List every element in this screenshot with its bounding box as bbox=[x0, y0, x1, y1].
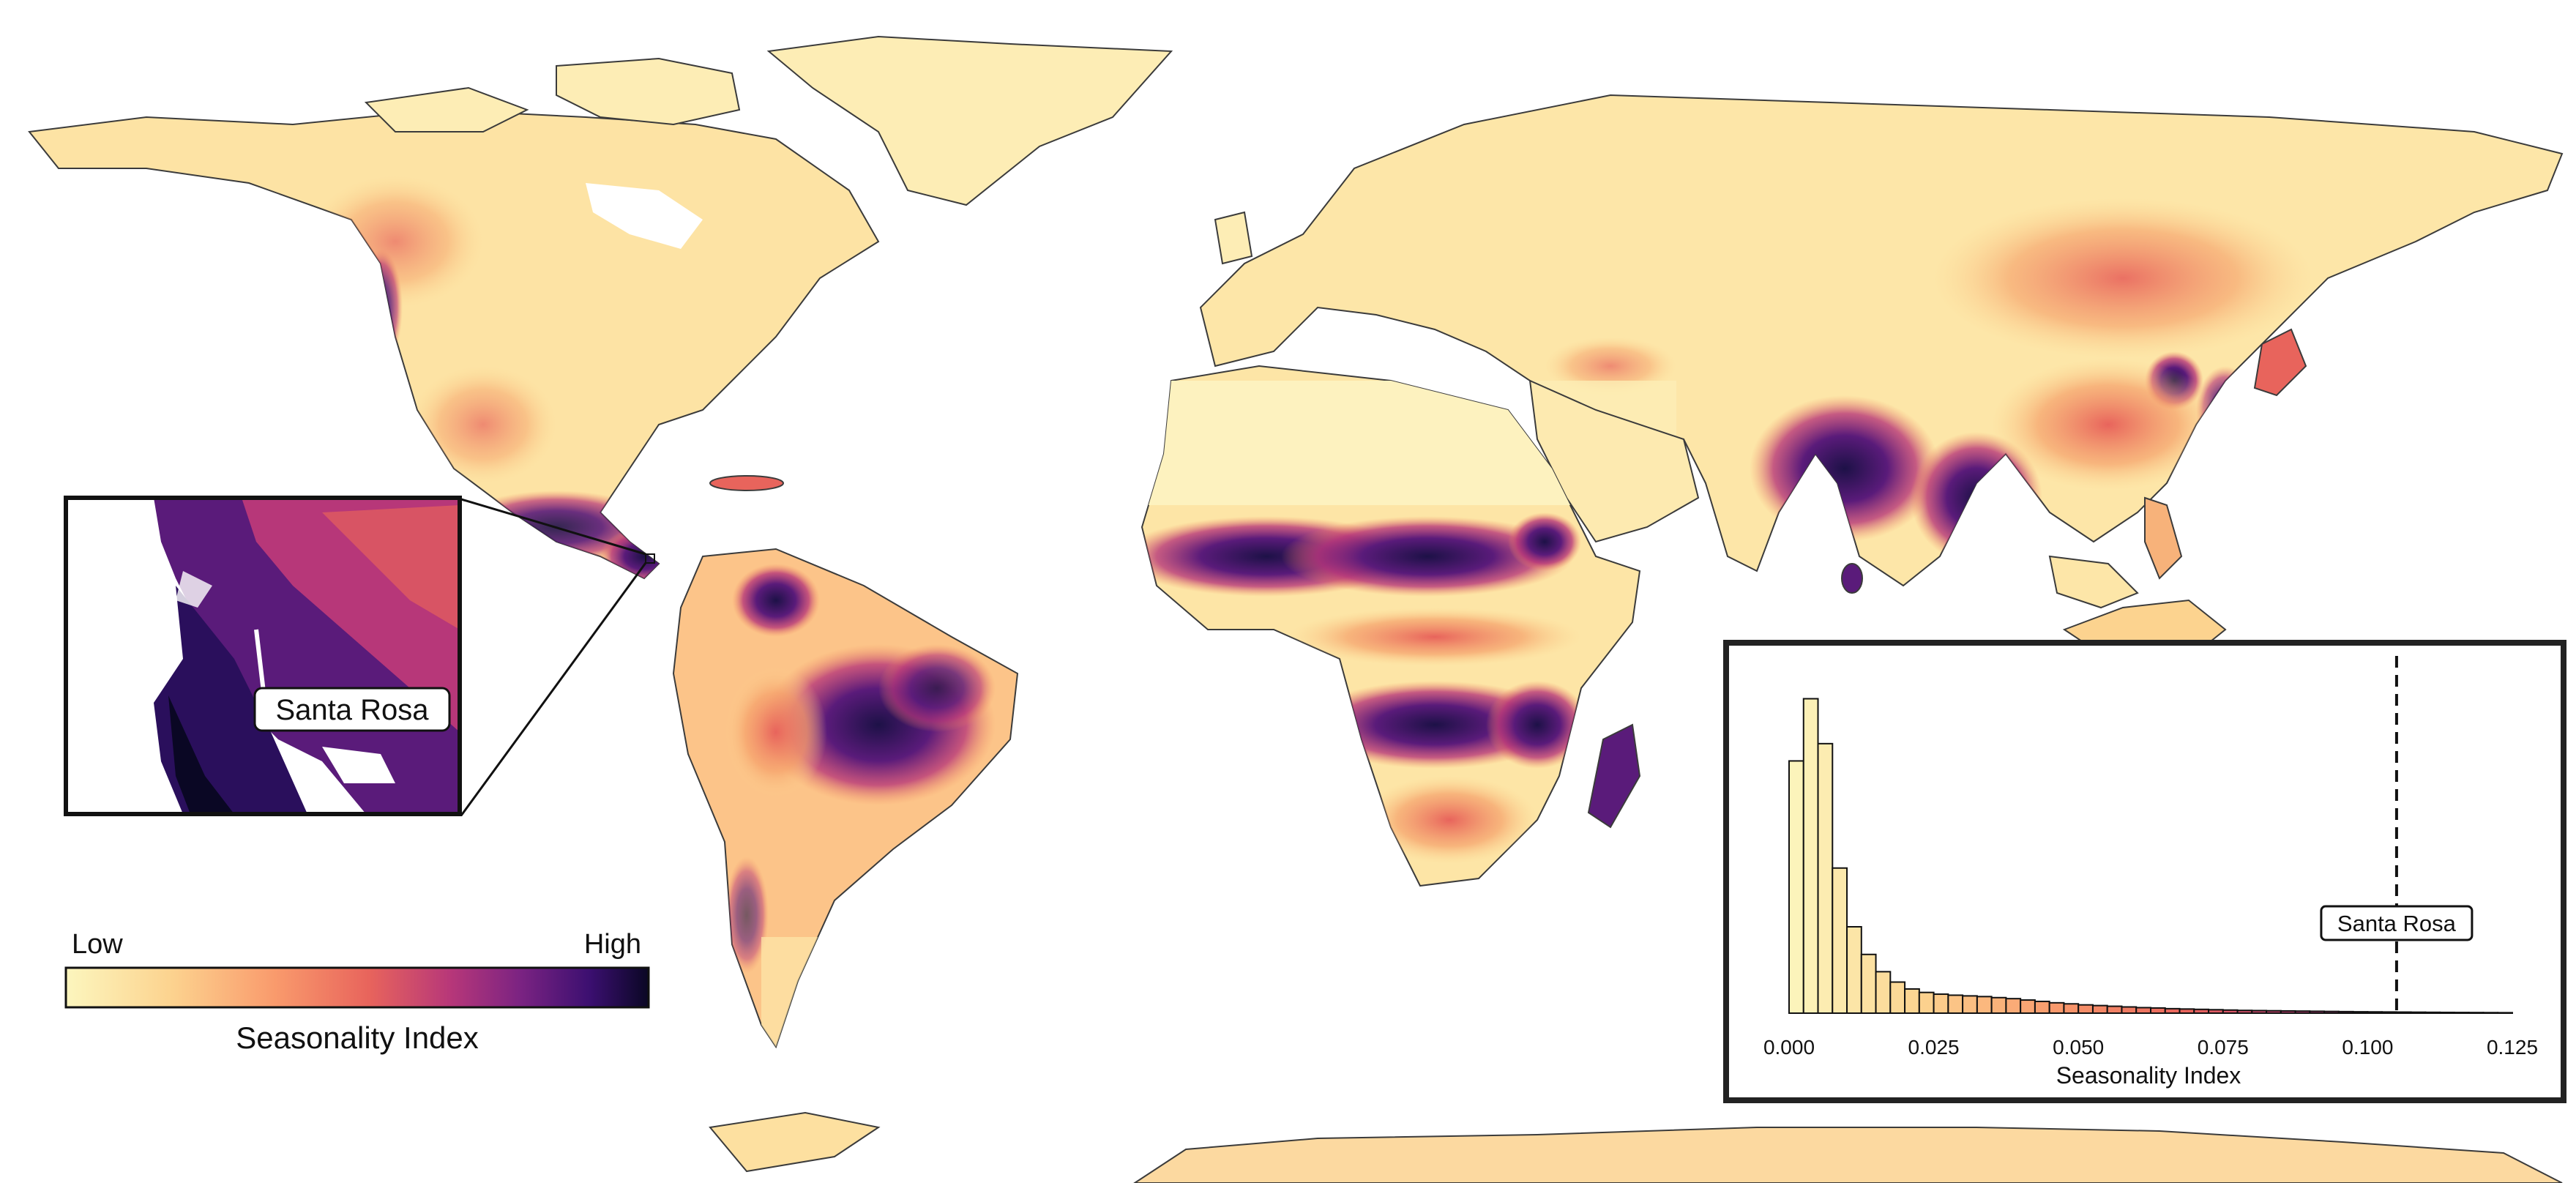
antarctic-peninsula bbox=[709, 1111, 881, 1173]
histogram-bar bbox=[2266, 1010, 2282, 1015]
histogram-bar bbox=[2439, 1011, 2455, 1014]
x-tick-label: 0.050 bbox=[2053, 1036, 2104, 1059]
x-tick-label: 0.075 bbox=[2198, 1036, 2249, 1059]
histogram-bar bbox=[2077, 1004, 2094, 1014]
histogram-bar bbox=[2309, 1010, 2326, 1015]
histogram-bar bbox=[2236, 1010, 2253, 1014]
histogram-bar bbox=[2468, 1012, 2484, 1014]
histogram-bar bbox=[1990, 996, 2007, 1015]
histogram-bar bbox=[1832, 867, 1848, 1015]
histogram-bar bbox=[2381, 1011, 2397, 1014]
greenland-landmass bbox=[364, 35, 1173, 206]
histogram-bar bbox=[2135, 1007, 2151, 1014]
histogram-bar bbox=[1875, 971, 1892, 1014]
histogram-bar bbox=[1846, 926, 1862, 1014]
histogram-bar bbox=[2497, 1012, 2513, 1015]
x-tick-label: 0.025 bbox=[1908, 1036, 1960, 1059]
reference-label: Santa Rosa bbox=[2337, 911, 2457, 936]
histogram-bar bbox=[2337, 1010, 2354, 1014]
caribbean-islands bbox=[709, 475, 784, 491]
x-tick-label: 0.125 bbox=[2487, 1036, 2538, 1059]
histogram-bar bbox=[1918, 991, 1935, 1015]
histogram-frame bbox=[1723, 640, 2566, 1103]
inset-locator-box bbox=[645, 553, 655, 564]
histogram-bar bbox=[2453, 1012, 2470, 1015]
histogram-bar bbox=[2208, 1009, 2224, 1015]
japan-landmass bbox=[2253, 328, 2307, 397]
histogram-bar bbox=[2482, 1012, 2499, 1014]
x-tick-label: 0.100 bbox=[2342, 1036, 2393, 1059]
histogram-bar bbox=[1788, 760, 1804, 1014]
legend-color-bar bbox=[64, 966, 650, 1009]
histogram-bar bbox=[2164, 1007, 2181, 1015]
histogram-bar bbox=[2352, 1011, 2369, 1015]
histogram-bar bbox=[2323, 1010, 2340, 1015]
arabia-landmass bbox=[1528, 379, 1700, 543]
inset-zoom-line-bottom bbox=[460, 562, 647, 816]
histogram-bar bbox=[1933, 993, 1949, 1015]
histogram-bar bbox=[1904, 988, 1920, 1014]
histogram-bar bbox=[2280, 1010, 2296, 1015]
zoom-inset: Santa Rosa bbox=[64, 496, 462, 816]
histogram-bar bbox=[1889, 981, 1906, 1015]
histogram-bar bbox=[1976, 996, 1993, 1014]
histogram-bar bbox=[2294, 1010, 2311, 1014]
histogram-bar bbox=[1802, 698, 1819, 1014]
inset-frame bbox=[64, 496, 462, 816]
histogram-bar bbox=[1817, 742, 1834, 1015]
indonesia-landmass bbox=[2048, 555, 2139, 609]
x-axis-label: Seasonality Index bbox=[2056, 1062, 2241, 1089]
legend-high-label: High bbox=[584, 929, 641, 960]
color-legend: Low High Seasonality Index bbox=[64, 929, 650, 1055]
histogram-bar bbox=[2005, 998, 2022, 1015]
inset-zoom-line-top bbox=[460, 498, 646, 556]
histogram-bars bbox=[1788, 698, 2513, 1015]
inset-label: Santa Rosa bbox=[275, 694, 429, 726]
histogram-inset: Santa Rosa 0.000 0.025 0.050 0.075 0.100 0.12… bbox=[1723, 640, 2566, 1103]
histogram-bar bbox=[1962, 995, 1978, 1015]
histogram-bar bbox=[2020, 999, 2036, 1014]
inset-pointer bbox=[254, 629, 266, 693]
histogram-bar bbox=[1947, 994, 1964, 1015]
histogram-bar bbox=[1860, 953, 1877, 1015]
legend-low-label: Low bbox=[72, 929, 123, 960]
x-tick-label: 0.000 bbox=[1763, 1036, 1815, 1059]
histogram-bar bbox=[2091, 1004, 2108, 1014]
south-america-landmass bbox=[672, 548, 1019, 1049]
histogram-bar bbox=[2367, 1011, 2383, 1014]
histogram-bar bbox=[2048, 1001, 2065, 1014]
philippines-landmass bbox=[2144, 496, 2183, 580]
histogram-bar bbox=[2395, 1011, 2412, 1014]
histogram-bar bbox=[2179, 1008, 2195, 1015]
inset-label-box bbox=[253, 687, 451, 732]
histogram-bar bbox=[2410, 1011, 2427, 1014]
britain-landmass bbox=[1214, 211, 1253, 265]
legend-title: Seasonality Index bbox=[236, 1020, 479, 1055]
histogram-bar bbox=[2034, 1000, 2050, 1015]
histogram-bar bbox=[2121, 1006, 2138, 1015]
antarctica-landmass bbox=[1133, 1127, 2563, 1183]
histogram-bar bbox=[2193, 1008, 2210, 1014]
x-axis-ticks: 0.000 0.025 0.050 0.075 0.100 0.125 bbox=[1763, 1036, 2538, 1059]
histogram-bar bbox=[2424, 1011, 2441, 1014]
histogram-bar bbox=[2106, 1005, 2123, 1015]
histogram-bar bbox=[2251, 1010, 2268, 1014]
histogram-bar bbox=[2063, 1003, 2080, 1014]
sri-lanka-landmass bbox=[1841, 563, 1863, 594]
reference-label-box bbox=[2320, 905, 2474, 941]
histogram-bar bbox=[2222, 1009, 2239, 1014]
histogram-bar bbox=[2150, 1007, 2166, 1015]
